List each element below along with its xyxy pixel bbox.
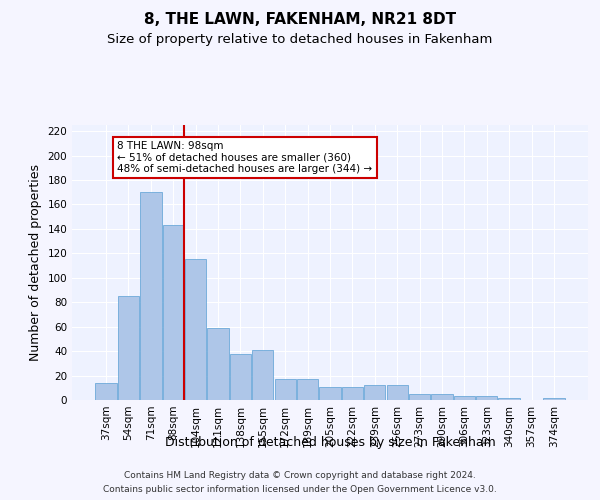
Bar <box>118 296 139 400</box>
Bar <box>95 383 117 400</box>
Text: Contains public sector information licensed under the Open Government Licence v3: Contains public sector information licen… <box>103 484 497 494</box>
Bar <box>454 396 475 400</box>
Bar <box>342 386 363 400</box>
Text: Distribution of detached houses by size in Fakenham: Distribution of detached houses by size … <box>164 436 496 449</box>
Text: 8, THE LAWN, FAKENHAM, NR21 8DT: 8, THE LAWN, FAKENHAM, NR21 8DT <box>144 12 456 28</box>
Bar <box>543 398 565 400</box>
Bar <box>208 328 229 400</box>
Text: Size of property relative to detached houses in Fakenham: Size of property relative to detached ho… <box>107 32 493 46</box>
Bar <box>409 394 430 400</box>
Text: Contains HM Land Registry data © Crown copyright and database right 2024.: Contains HM Land Registry data © Crown c… <box>124 472 476 480</box>
Bar <box>364 386 385 400</box>
Bar <box>252 350 274 400</box>
Bar <box>476 396 497 400</box>
Bar <box>297 379 318 400</box>
Bar <box>319 386 341 400</box>
Bar <box>140 192 161 400</box>
Y-axis label: Number of detached properties: Number of detached properties <box>29 164 42 361</box>
Bar <box>499 398 520 400</box>
Bar <box>230 354 251 400</box>
Bar <box>431 394 452 400</box>
Bar <box>386 386 408 400</box>
Bar <box>163 225 184 400</box>
Text: 8 THE LAWN: 98sqm
← 51% of detached houses are smaller (360)
48% of semi-detache: 8 THE LAWN: 98sqm ← 51% of detached hous… <box>117 141 373 174</box>
Bar <box>185 260 206 400</box>
Bar <box>275 379 296 400</box>
